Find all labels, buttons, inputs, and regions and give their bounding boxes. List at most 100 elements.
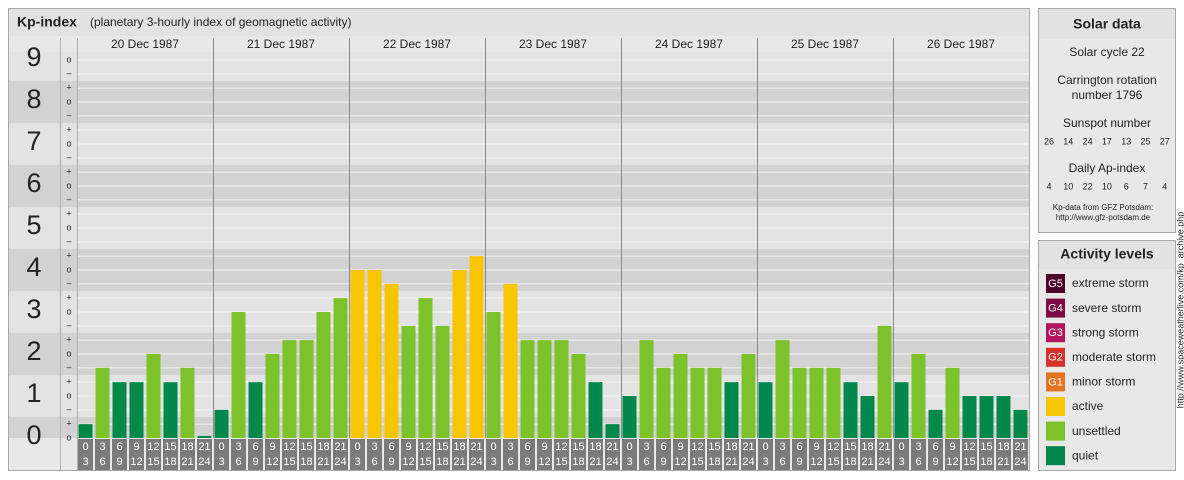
minor-tick-label: + xyxy=(66,377,71,387)
time-from: 3 xyxy=(643,441,649,453)
time-slot xyxy=(146,439,161,470)
time-slot xyxy=(996,439,1011,470)
time-to: 6 xyxy=(779,456,785,468)
bar xyxy=(911,354,926,438)
minor-tick-label: o xyxy=(66,432,71,442)
time-slot xyxy=(707,439,722,470)
time-from: 12 xyxy=(827,441,839,453)
day-label: 24 Dec 1987 xyxy=(655,37,723,51)
solar-panel xyxy=(1038,8,1176,233)
bar xyxy=(843,382,858,438)
y-tick-label: 4 xyxy=(26,252,41,282)
time-to: 9 xyxy=(116,456,122,468)
carrington: Carrington rotation xyxy=(1057,73,1156,87)
bar xyxy=(316,312,331,438)
source: http://www.gfz-potsdam.de xyxy=(1056,213,1151,222)
time-to: 15 xyxy=(147,456,159,468)
bar xyxy=(1013,409,1028,438)
time-from: 12 xyxy=(419,441,431,453)
time-from: 18 xyxy=(861,441,873,453)
time-from: 18 xyxy=(453,441,465,453)
bar xyxy=(588,382,603,438)
bar xyxy=(809,367,824,438)
time-to: 9 xyxy=(660,456,666,468)
bar xyxy=(775,340,790,438)
time-from: 0 xyxy=(762,441,768,453)
legend-badge: G2 xyxy=(1048,352,1063,364)
legend-badge: G1 xyxy=(1048,376,1063,388)
time-slot xyxy=(758,439,773,470)
time-from: 3 xyxy=(779,441,785,453)
time-slot xyxy=(384,439,399,470)
day-label: 23 Dec 1987 xyxy=(519,37,587,51)
minor-tick-label: – xyxy=(66,68,71,78)
legend-badge: G4 xyxy=(1048,303,1063,315)
bar xyxy=(622,396,637,438)
legend-label: severe storm xyxy=(1072,301,1141,315)
bar xyxy=(877,325,892,438)
time-slot xyxy=(469,439,484,470)
time-slot xyxy=(248,439,263,470)
y-tick-label: 8 xyxy=(26,84,41,114)
time-slot xyxy=(639,439,654,470)
time-to: 24 xyxy=(334,456,346,468)
ap-value: 22 xyxy=(1083,181,1093,191)
y-tick-label: 7 xyxy=(26,126,41,156)
time-from: 21 xyxy=(470,441,482,453)
time-from: 18 xyxy=(181,441,193,453)
activity-title-bar xyxy=(1039,241,1175,269)
time-slot xyxy=(554,439,569,470)
time-to: 3 xyxy=(898,456,904,468)
minor-tick-label: – xyxy=(66,110,71,120)
bar xyxy=(112,382,127,438)
time-from: 9 xyxy=(813,441,819,453)
bar xyxy=(163,382,178,438)
time-from: 6 xyxy=(388,441,394,453)
time-to: 24 xyxy=(1014,456,1026,468)
sunspot-number: 13 xyxy=(1121,136,1131,146)
time-to: 3 xyxy=(626,456,632,468)
legend-swatch xyxy=(1046,347,1065,367)
legend-swatch xyxy=(1046,298,1065,318)
time-from: 0 xyxy=(898,441,904,453)
bar xyxy=(860,396,875,438)
bar xyxy=(639,340,654,438)
minor-tick-label: + xyxy=(66,83,71,93)
minor-tick-label: + xyxy=(66,293,71,303)
time-slot xyxy=(231,439,246,470)
time-from: 21 xyxy=(1014,441,1026,453)
time-from: 6 xyxy=(252,441,258,453)
minor-tick-label: o xyxy=(66,138,71,148)
y-tick-label: 5 xyxy=(26,210,41,240)
bar xyxy=(248,382,263,438)
time-to: 24 xyxy=(198,456,210,468)
bar xyxy=(486,312,501,438)
bar xyxy=(231,312,246,438)
minor-tick-label: – xyxy=(66,404,71,414)
time-to: 6 xyxy=(371,456,377,468)
time-slot xyxy=(877,439,892,470)
time-slot xyxy=(945,439,960,470)
time-slot xyxy=(826,439,841,470)
time-to: 12 xyxy=(674,456,686,468)
legend-badge: G3 xyxy=(1048,327,1063,339)
bar xyxy=(299,340,314,438)
time-to: 24 xyxy=(470,456,482,468)
time-from: 9 xyxy=(677,441,683,453)
time-from: 0 xyxy=(626,441,632,453)
bar xyxy=(537,340,552,438)
legend-swatch xyxy=(1046,397,1065,416)
time-to: 3 xyxy=(490,456,496,468)
activity-title: Activity levels xyxy=(1060,246,1154,262)
time-from: 0 xyxy=(218,441,224,453)
time-from: 21 xyxy=(606,441,618,453)
time-to: 15 xyxy=(419,456,431,468)
time-to: 12 xyxy=(130,456,142,468)
time-from: 3 xyxy=(371,441,377,453)
time-to: 18 xyxy=(300,456,312,468)
time-slot xyxy=(129,439,144,470)
time-from: 6 xyxy=(524,441,530,453)
minor-tick-label: + xyxy=(66,125,71,135)
bar xyxy=(180,367,195,438)
time-to: 12 xyxy=(538,456,550,468)
